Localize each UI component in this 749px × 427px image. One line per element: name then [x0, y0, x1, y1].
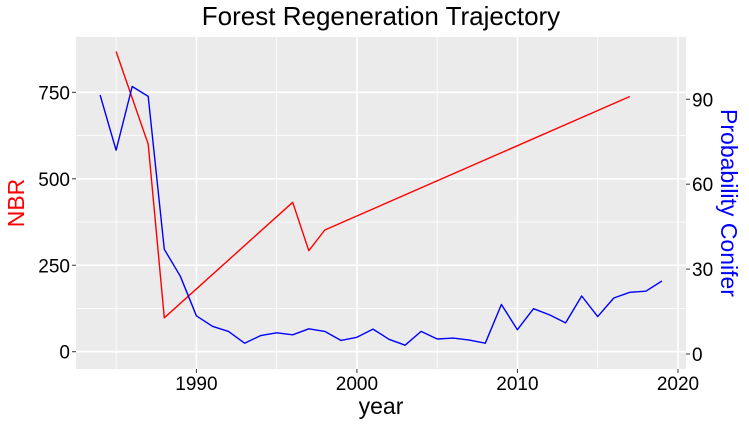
y-right-tick-label: 0 — [692, 345, 703, 366]
conifer-series-line — [99, 85, 663, 346]
series-layer — [99, 51, 663, 346]
x-tick-label: 2000 — [336, 374, 378, 395]
plot-panel — [76, 37, 686, 369]
y-right-tick-label: 90 — [692, 90, 713, 111]
y-left-tick-label: 0 — [59, 343, 70, 364]
axes-layer: 1990 2000 2010 2020 0 250 500 750 0 30 60 90 — [38, 83, 713, 395]
y-left-tick-label: 250 — [38, 256, 70, 277]
major-gridlines — [76, 37, 686, 369]
nbr-series-line — [115, 51, 631, 319]
x-tick-label: 2010 — [496, 374, 538, 395]
x-tick-label: 1990 — [175, 374, 217, 395]
y-left-tick-label: 750 — [38, 83, 70, 104]
chart-title: Forest Regeneration Trajectory — [202, 1, 560, 31]
y-right-tick-label: 30 — [692, 260, 713, 281]
y-axis-right-title: Probability Conifer — [716, 109, 742, 297]
y-axis-left-title: NBR — [3, 179, 29, 228]
x-tick-label: 2020 — [657, 374, 699, 395]
x-axis-title: year — [359, 393, 404, 419]
y-left-tick-label: 500 — [38, 170, 70, 191]
y-right-tick-label: 60 — [692, 175, 713, 196]
